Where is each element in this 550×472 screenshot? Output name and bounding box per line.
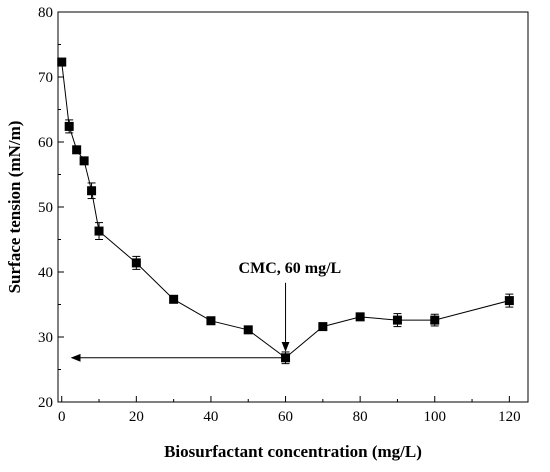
y-tick-label: 20 xyxy=(38,395,53,411)
y-tick-label: 80 xyxy=(38,5,53,21)
series-line xyxy=(61,62,510,359)
x-tick-label: 20 xyxy=(129,409,144,425)
annotations: CMC, 60 mg/L xyxy=(239,260,342,352)
x-tick-label: 80 xyxy=(353,409,368,425)
plot-frame xyxy=(57,11,529,403)
data-point xyxy=(57,57,67,67)
data-point xyxy=(504,296,514,306)
axis-tick-labels: 0 20 40 60 80 100 120 20 30 40 50 60 70 80 xyxy=(38,5,521,425)
y-tick-label: 30 xyxy=(38,330,53,346)
data-point xyxy=(355,312,365,322)
y-tick-label: 50 xyxy=(38,200,53,216)
data-point xyxy=(72,145,82,155)
x-tick-label: 120 xyxy=(498,409,521,425)
y-tick-label: 70 xyxy=(38,70,53,86)
data-point xyxy=(318,322,328,332)
data-point xyxy=(94,226,104,236)
data-point xyxy=(131,258,141,268)
data-point xyxy=(243,325,253,335)
y-tick-label: 40 xyxy=(38,265,53,281)
y-tick-label: 60 xyxy=(38,135,53,151)
data-markers xyxy=(57,57,514,363)
data-point xyxy=(64,121,74,131)
axis-ticks xyxy=(58,11,510,403)
data-point xyxy=(206,316,216,326)
x-tick-label: 0 xyxy=(58,409,66,425)
cmc-annotation-label: CMC, 60 mg/L xyxy=(239,260,342,277)
x-axis-title: Biosurfactant concentration (mg/L) xyxy=(164,442,422,461)
error-bars xyxy=(65,119,514,365)
data-point xyxy=(79,156,89,166)
x-tick-label: 40 xyxy=(203,409,218,425)
data-point xyxy=(87,186,97,196)
data-point xyxy=(281,353,291,363)
x-tick-label: 60 xyxy=(278,409,293,425)
y-axis-title: Surface tension (mN/m) xyxy=(5,121,24,294)
series-line-group xyxy=(61,62,510,359)
data-point xyxy=(169,294,179,304)
data-point xyxy=(430,315,440,325)
data-point xyxy=(392,315,402,325)
x-tick-label: 100 xyxy=(423,409,446,425)
